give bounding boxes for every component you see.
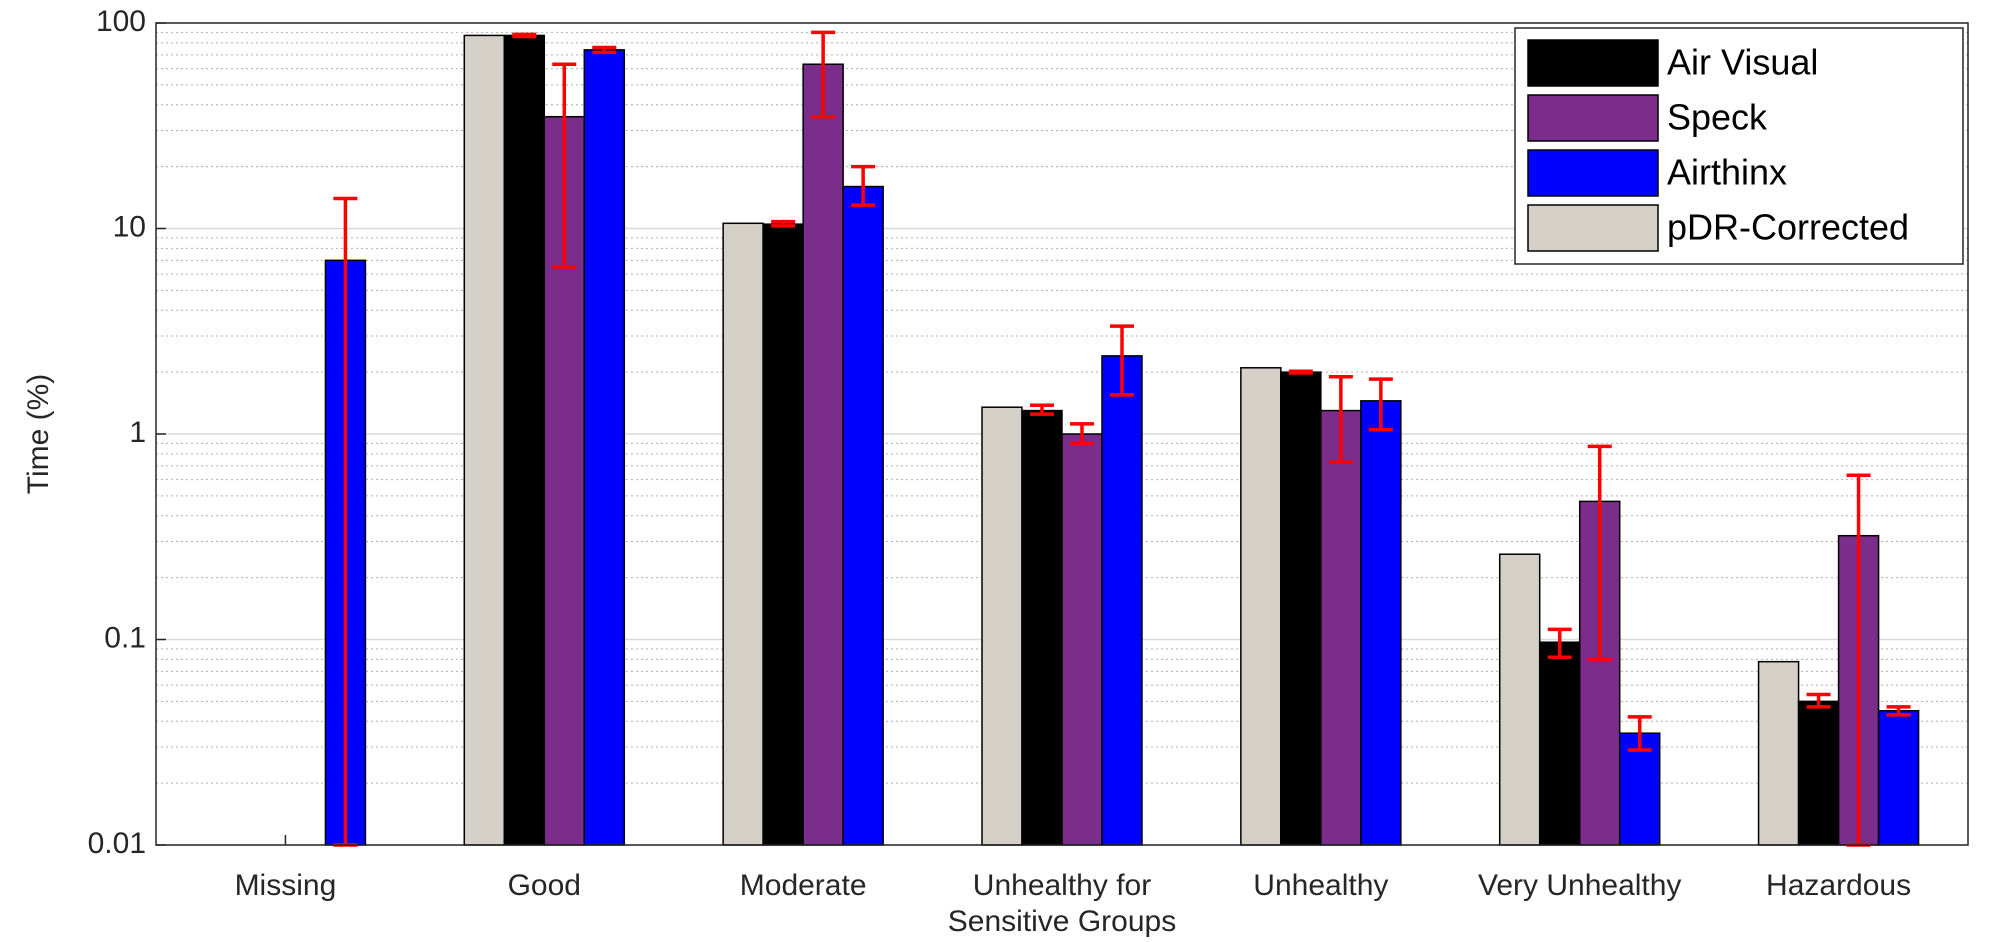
bar — [583, 49, 626, 846]
bar — [1498, 553, 1541, 846]
legend-swatch — [1527, 39, 1659, 87]
legend-swatch — [1527, 149, 1659, 197]
legend-label: Airthinx — [1667, 152, 1787, 193]
error-bar — [771, 219, 796, 228]
bar — [722, 222, 764, 846]
bar — [802, 63, 844, 846]
y-tick-label: 10 — [113, 210, 146, 243]
error-bar — [1110, 324, 1134, 397]
bar — [1061, 433, 1103, 846]
bar — [981, 406, 1023, 846]
bar — [1618, 732, 1661, 846]
error-bar — [1806, 692, 1831, 709]
bar — [1021, 409, 1063, 846]
error-bar — [592, 45, 617, 55]
bar — [1877, 710, 1920, 846]
error-bar — [811, 30, 836, 119]
x-tick-label: Missing — [235, 869, 337, 902]
error-bar — [1030, 403, 1054, 416]
x-tick-label: Good — [508, 869, 581, 902]
bar — [463, 34, 506, 846]
bar — [1538, 641, 1581, 846]
y-tick-label: 0.1 — [104, 621, 146, 654]
x-tick-label: Unhealthy — [1253, 869, 1388, 902]
legend-label: Speck — [1667, 97, 1768, 138]
x-tick-label: Very Unhealthy — [1478, 869, 1681, 902]
bar — [1797, 700, 1840, 846]
legend-label: pDR-Corrected — [1667, 207, 1909, 248]
legend-swatch — [1527, 204, 1659, 252]
bar — [842, 185, 884, 846]
bar — [1320, 409, 1362, 846]
y-tick-label: 0.01 — [88, 827, 146, 860]
bar — [1240, 367, 1282, 846]
error-bar — [1368, 377, 1393, 432]
legend-swatch — [1527, 94, 1659, 142]
error-bar — [1886, 705, 1911, 717]
x-tick-label: Moderate — [740, 869, 867, 902]
y-tick-label: 100 — [96, 5, 146, 38]
y-tick-label: 1 — [129, 416, 146, 449]
bar — [503, 34, 546, 846]
error-bar — [552, 62, 577, 269]
y-axis-label: Time (%) — [22, 374, 55, 495]
x-tick-label: Hazardous — [1766, 869, 1911, 902]
error-bar — [1547, 627, 1572, 659]
legend-label: Air Visual — [1667, 42, 1818, 83]
error-bar — [1328, 374, 1353, 464]
bar — [762, 223, 804, 846]
x-tick-label: Unhealthy for Sensitive Groups — [948, 869, 1176, 938]
bar — [1280, 371, 1322, 846]
bar — [1757, 660, 1800, 846]
error-bar — [1587, 444, 1612, 662]
error-bar — [851, 164, 876, 207]
error-bar — [1627, 715, 1652, 752]
error-bar — [1288, 369, 1313, 375]
error-bar — [1070, 422, 1094, 446]
bar — [1360, 400, 1402, 846]
plot-frame — [155, 22, 1969, 846]
error-bar — [512, 32, 537, 39]
bar — [1101, 355, 1143, 846]
